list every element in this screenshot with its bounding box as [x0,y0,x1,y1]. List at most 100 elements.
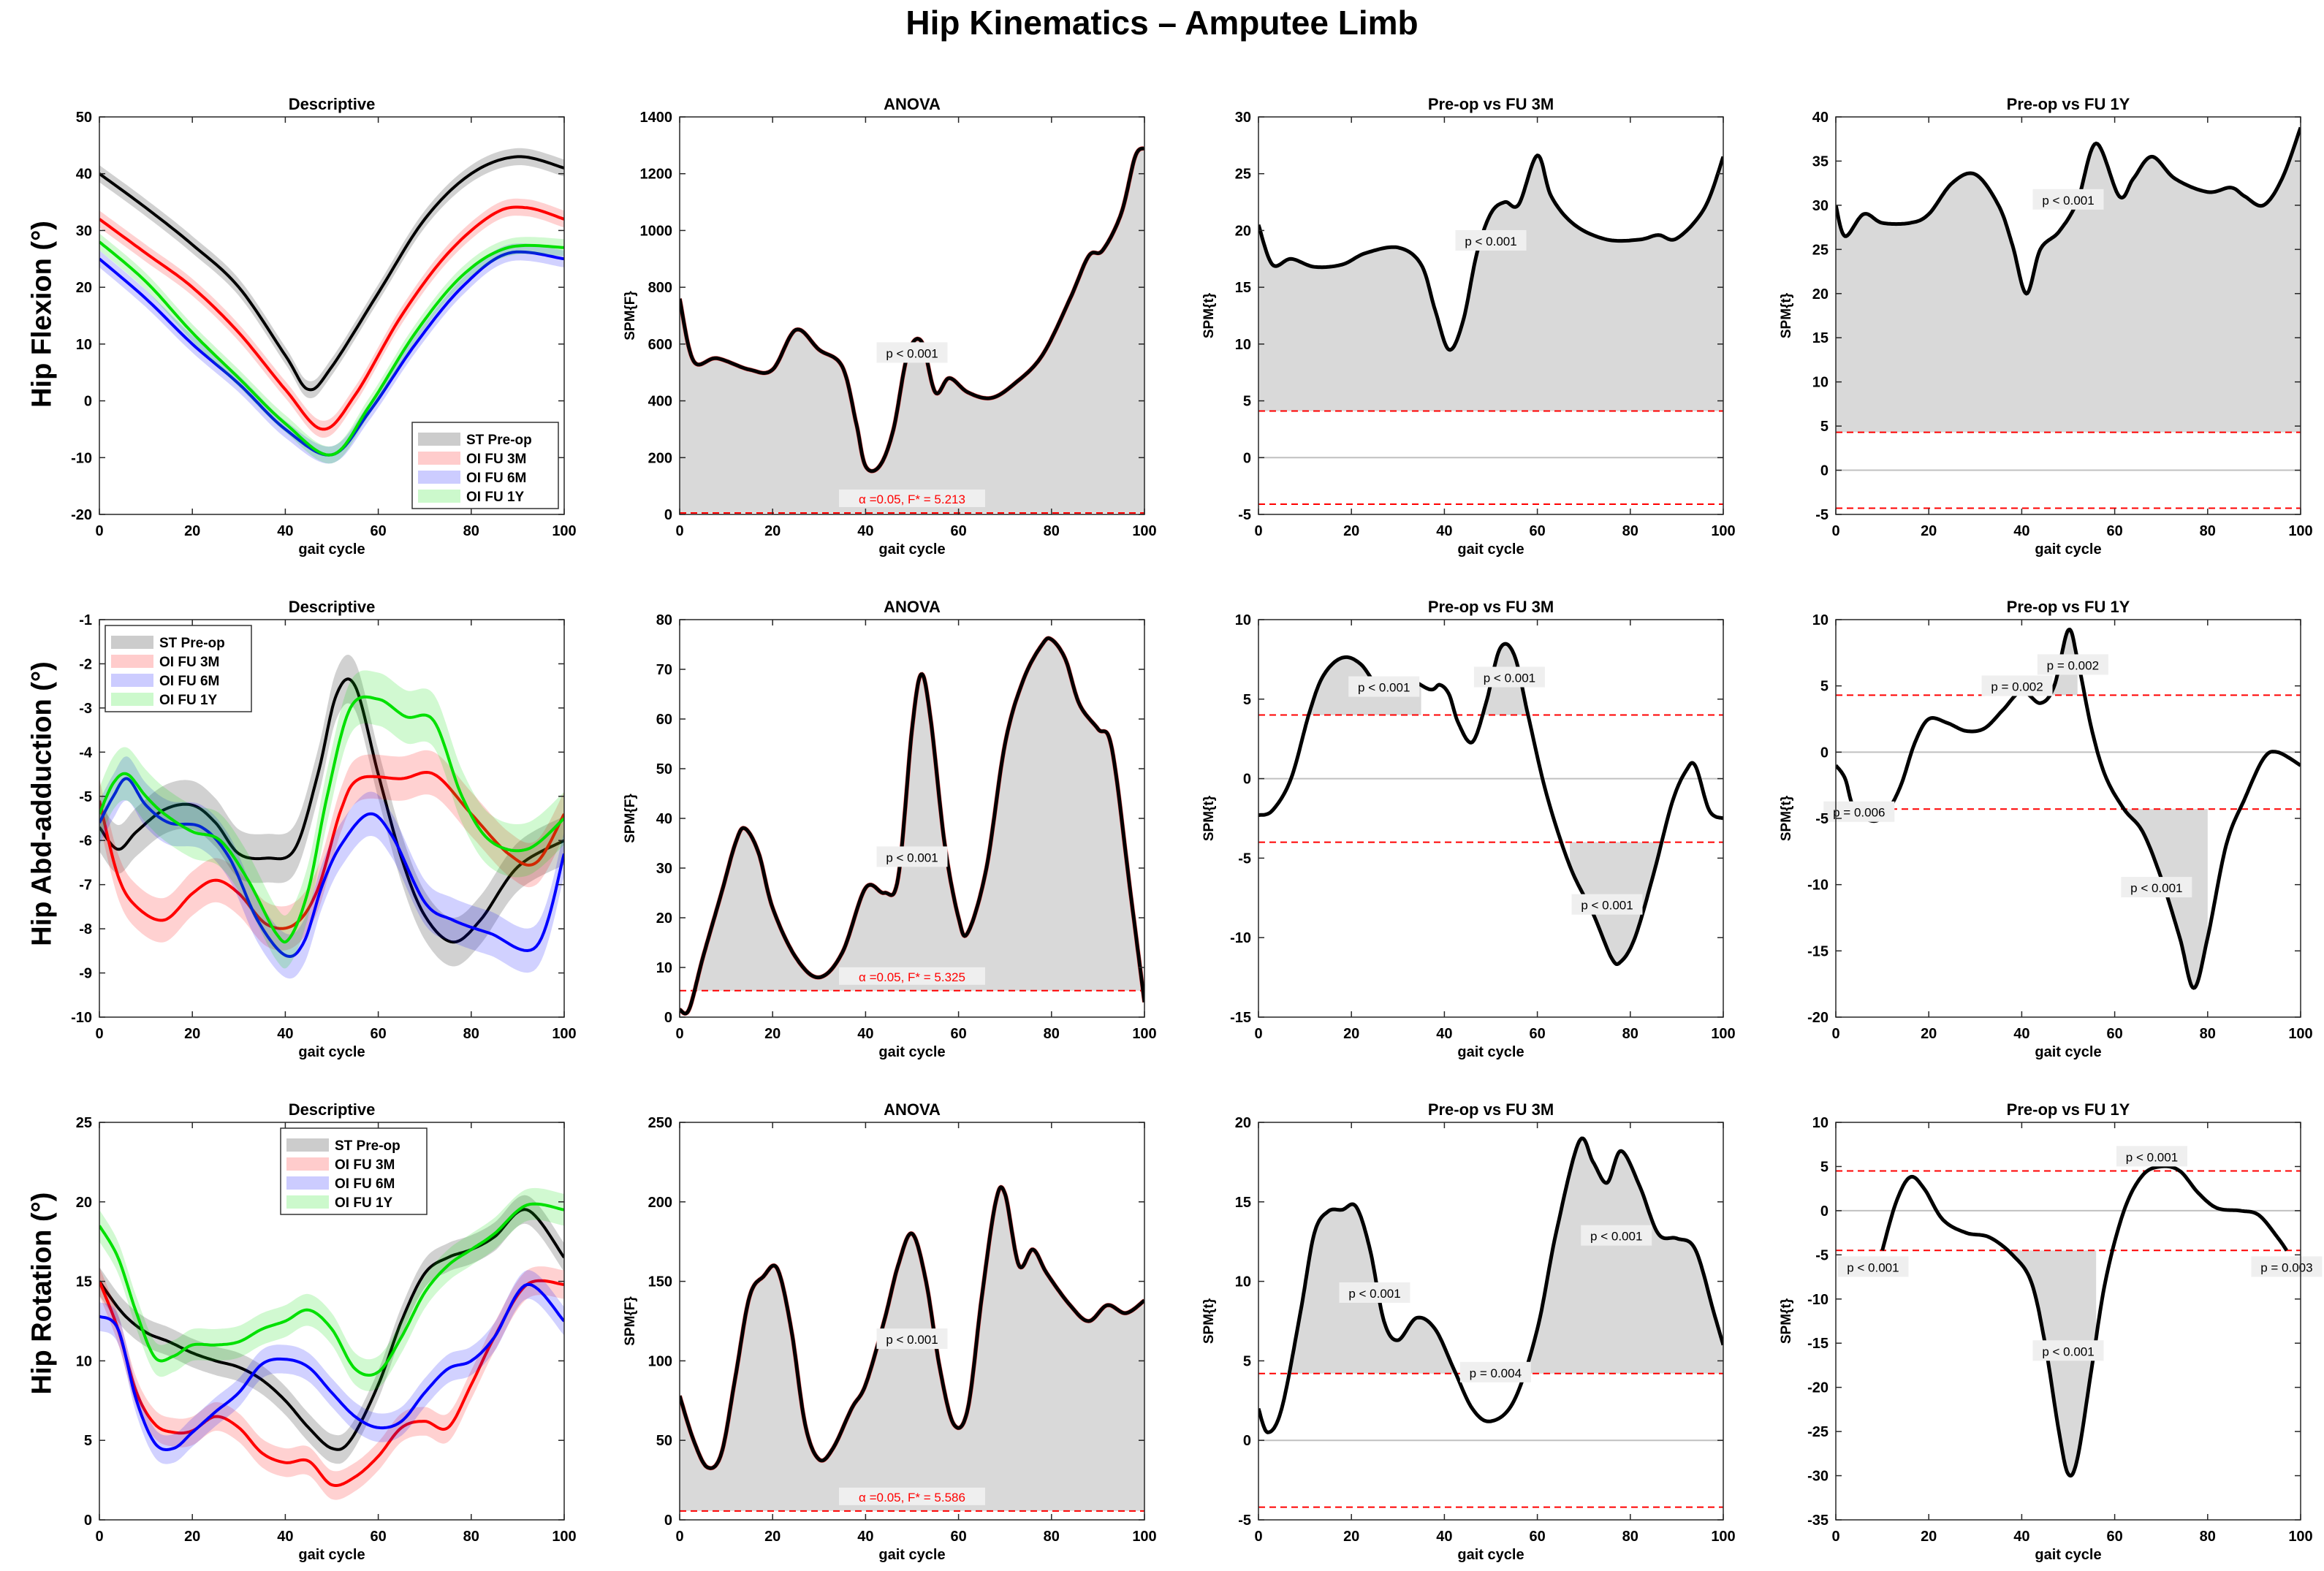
x-tick-label: 40 [1436,1026,1452,1042]
y-tick-label: 0 [664,1513,672,1529]
legend-swatch [111,636,153,649]
x-tick-label: 0 [1254,1026,1262,1042]
y-tick-label: -20 [71,507,92,523]
legend-entry: ST Pre-op [159,636,225,651]
axes-frame [99,1122,565,1521]
axes-frame [1258,116,1724,515]
spm-cluster-0 [680,1187,1144,1511]
p-value-label: p < 0.001 [2042,1344,2094,1358]
spm-cluster-0 [1836,127,2301,433]
y-tick-label: 25 [76,1115,92,1131]
panel-r1c3: p = 0.006 p = 0.002 p = 0.002 p < 0.001 0 20 4… [1779,598,2313,1060]
y-tick-label: 10 [1235,337,1251,353]
series-band-1 [99,750,564,951]
legend-swatch [286,1138,329,1152]
y-tick-label: 35 [1812,153,1829,170]
y-tick-label: -10 [71,450,92,466]
plot-area [1836,628,2301,990]
y-tick-label: -5 [1238,1513,1251,1529]
spm-curve [680,636,1144,1016]
x-tick-label: 20 [764,1026,781,1042]
y-tick-label: 1400 [640,110,673,126]
y-tick-label: 800 [648,280,672,296]
legend-swatch [286,1176,329,1190]
y-tick-label: -2 [79,656,92,672]
x-tick-label: 0 [95,523,103,539]
series-line-0 [99,677,564,944]
x-tick-label: 40 [2013,523,2029,539]
panel-title: Descriptive [289,95,376,113]
axes-frame [99,619,565,1018]
x-tick-label: 20 [764,1529,781,1545]
plot-area [99,1187,564,1500]
p-value-label: p < 0.001 [2130,881,2182,895]
legend-entry: ST Pre-op [335,1138,400,1154]
panel-r1c0: 0 20 40 60 80 100 -10 -9 -8 -7 -6 -5 -4 -3 -2 -1 Descrip… [71,598,577,1060]
series-band-0 [99,1195,564,1464]
series-line-2 [99,1282,564,1451]
x-tick-label: 40 [277,1026,293,1042]
y-tick-label: 10 [76,1353,92,1369]
axes-frame [99,116,565,515]
x-tick-label: 60 [2106,1026,2122,1042]
x-tick-label: 20 [1343,523,1359,539]
y-tick-label: 30 [1812,198,1829,214]
y-tick-label: 5 [1243,1353,1251,1369]
y-tick-label: 1000 [640,223,673,239]
y-tick-label: -5 [1238,507,1251,523]
x-axis-label: gait cycle [298,1547,365,1563]
x-tick-label: 40 [277,523,293,539]
x-tick-label: 100 [1132,523,1156,539]
x-tick-label: 0 [1831,1026,1839,1042]
y-tick-label: 20 [656,910,672,927]
legend-swatch [418,452,460,465]
x-tick-label: 100 [1132,1026,1156,1042]
y-tick-label: 250 [648,1115,672,1131]
spm-curve [1880,1164,2288,1478]
threshold-label-bg [839,967,985,985]
p-value-bg [1339,1282,1410,1304]
y-tick-label: -5 [79,789,92,805]
y-tick-label: -15 [1807,1336,1829,1352]
threshold-label: α =0.05, F* = 5.325 [859,970,965,984]
spm-cluster-0 [1882,1250,2097,1476]
series-band-1 [99,198,564,438]
panel-title: Descriptive [289,1100,376,1119]
legend-box [411,422,559,509]
plot-area [1258,153,1723,506]
y-tick-label: 50 [76,110,92,126]
y-tick-label: 5 [1820,679,1829,695]
y-tick-label: 0 [1820,1203,1829,1220]
x-tick-label: 0 [1831,1529,1839,1545]
x-tick-label: 100 [1711,1026,1735,1042]
plot-area [1836,126,2301,509]
panel-r2c0: 0 20 40 60 80 100 0 5 10 15 20 25 Descriptive gait cy… [76,1100,577,1563]
p-value-label: p < 0.001 [886,346,938,360]
x-tick-label: 80 [463,523,479,539]
x-tick-label: 60 [370,523,386,539]
legend-swatch [111,674,153,687]
legend-entry: OI FU 6M [335,1176,395,1192]
p-value-label: p < 0.001 [1348,1287,1400,1301]
x-tick-label: 0 [1254,523,1262,539]
legend-swatch [418,433,460,446]
legend-entry: OI FU 1Y [159,693,218,708]
axes-frame [1258,1122,1724,1521]
spm-cluster-1 [1527,1138,1723,1374]
x-tick-label: 60 [1529,1026,1545,1042]
x-tick-label: 40 [857,523,873,539]
plot-area [1258,642,1723,966]
x-axis-label: gait cycle [2035,1044,2101,1060]
panel-title: Pre-op vs FU 3M [1428,1100,1554,1119]
x-tick-label: 20 [1921,1026,1937,1042]
spm-cluster-0 [1258,155,1723,411]
legend-swatch [418,490,460,503]
y-tick-label: 0 [1820,745,1829,761]
x-tick-label: 100 [2288,523,2312,539]
spm-cluster-3 [2124,809,2208,989]
panel-r0c1: α =0.05, F* = 5.213 p < 0.001 0 20 40 60 80 100… [623,95,1157,558]
series-band-2 [99,1270,564,1464]
y-axis-label: SPM{F} [623,1296,638,1346]
y-tick-label: 60 [656,712,672,728]
